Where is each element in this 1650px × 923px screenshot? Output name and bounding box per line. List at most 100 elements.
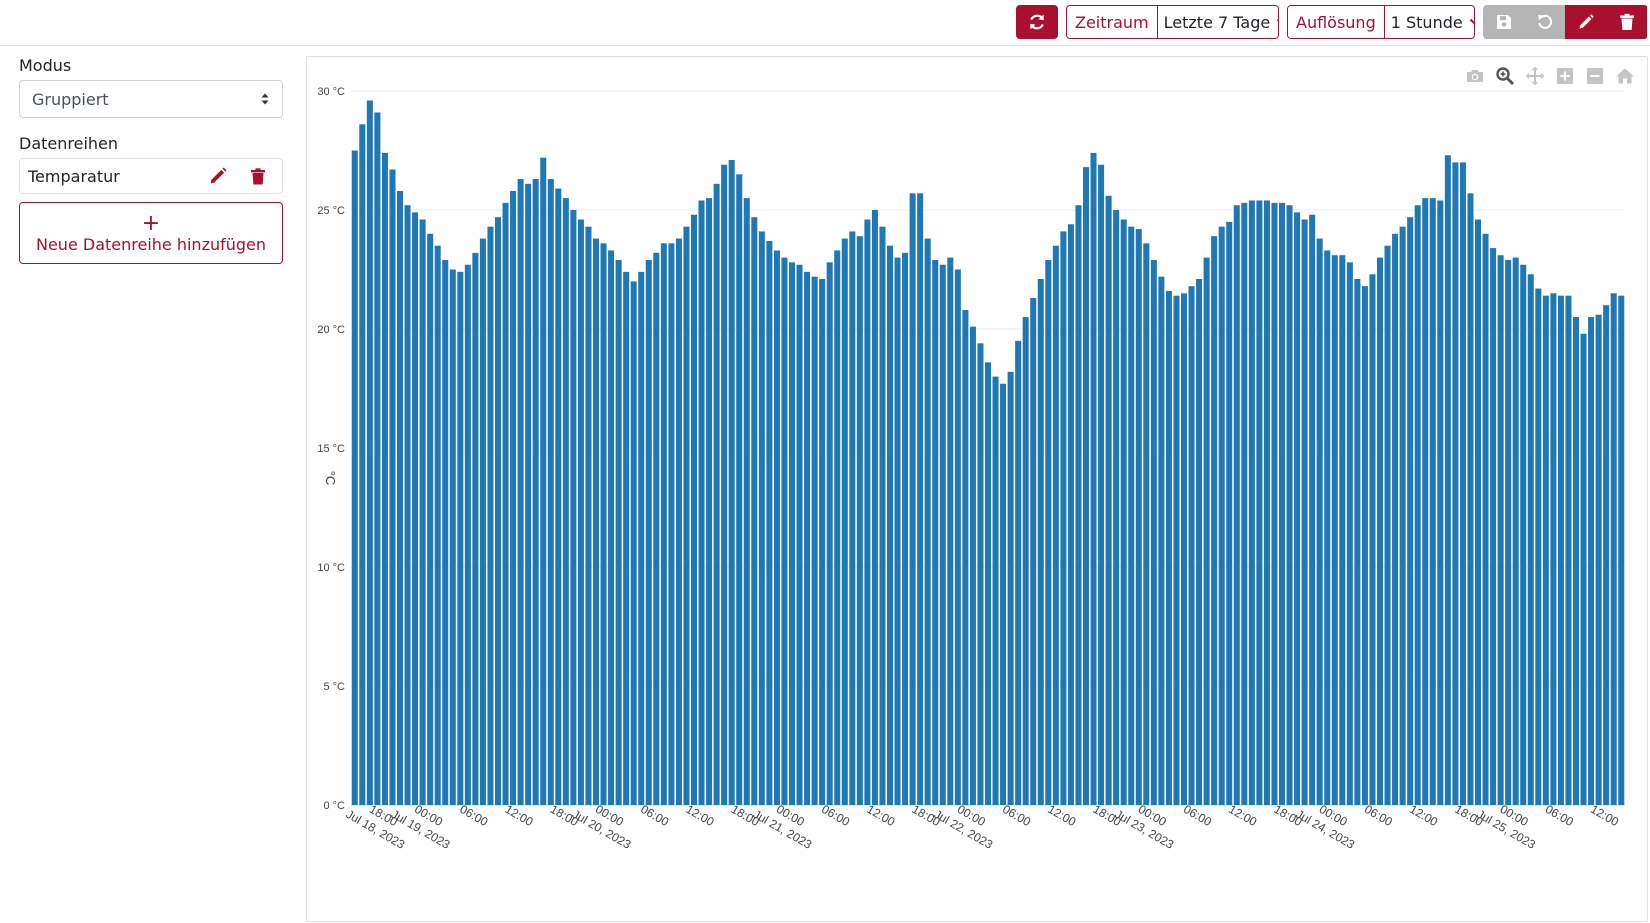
zoom-out-button[interactable] bbox=[1583, 65, 1607, 87]
bar[interactable] bbox=[1580, 333, 1587, 805]
bar[interactable] bbox=[1557, 295, 1564, 805]
bar[interactable] bbox=[1135, 229, 1142, 806]
bar[interactable] bbox=[954, 269, 961, 806]
bar[interactable] bbox=[924, 238, 931, 805]
bar[interactable] bbox=[412, 212, 419, 805]
bar[interactable] bbox=[1422, 198, 1429, 806]
bar[interactable] bbox=[668, 243, 675, 805]
bar[interactable] bbox=[600, 243, 607, 805]
bar[interactable] bbox=[1331, 255, 1338, 806]
series-delete-button[interactable] bbox=[242, 161, 274, 191]
bar[interactable] bbox=[1256, 200, 1263, 806]
modus-select[interactable]: Gruppiert bbox=[19, 80, 283, 118]
bar[interactable] bbox=[1542, 295, 1549, 805]
bar[interactable] bbox=[502, 202, 509, 806]
bar[interactable] bbox=[1000, 383, 1007, 805]
bar[interactable] bbox=[608, 250, 615, 805]
bar[interactable] bbox=[615, 259, 622, 805]
bar[interactable] bbox=[1226, 221, 1233, 805]
bar[interactable] bbox=[427, 233, 434, 806]
bar[interactable] bbox=[487, 226, 494, 805]
bar[interactable] bbox=[1165, 290, 1172, 805]
bar[interactable] bbox=[902, 252, 909, 806]
bar[interactable] bbox=[690, 214, 698, 805]
bar[interactable] bbox=[1128, 226, 1135, 805]
bar[interactable] bbox=[962, 309, 969, 805]
bar[interactable] bbox=[660, 243, 667, 805]
bar[interactable] bbox=[751, 217, 758, 805]
bar[interactable] bbox=[1158, 276, 1165, 805]
bar[interactable] bbox=[1399, 226, 1406, 805]
bar[interactable] bbox=[1248, 200, 1255, 806]
bar[interactable] bbox=[819, 279, 826, 805]
bar[interactable] bbox=[1143, 243, 1150, 805]
bar[interactable] bbox=[1015, 340, 1022, 805]
bar[interactable] bbox=[834, 250, 841, 805]
bar[interactable] bbox=[532, 179, 539, 805]
bar[interactable] bbox=[1278, 202, 1286, 806]
bar[interactable] bbox=[1384, 245, 1391, 805]
bar[interactable] bbox=[404, 205, 411, 806]
bar[interactable] bbox=[630, 281, 637, 805]
bar[interactable] bbox=[1120, 219, 1127, 805]
bar[interactable] bbox=[1572, 317, 1580, 805]
bar[interactable] bbox=[1535, 288, 1542, 805]
bar[interactable] bbox=[1090, 152, 1097, 805]
bar[interactable] bbox=[472, 252, 479, 806]
bar[interactable] bbox=[1211, 236, 1218, 805]
bar[interactable] bbox=[1203, 257, 1210, 806]
bar[interactable] bbox=[592, 238, 600, 805]
bar[interactable] bbox=[804, 271, 811, 805]
bar[interactable] bbox=[713, 183, 720, 805]
bar[interactable] bbox=[547, 179, 554, 805]
bar[interactable] bbox=[366, 100, 373, 805]
bar[interactable] bbox=[1180, 293, 1188, 805]
bar[interactable] bbox=[623, 271, 630, 805]
bar[interactable] bbox=[947, 257, 954, 806]
bar[interactable] bbox=[1459, 162, 1466, 805]
bar[interactable] bbox=[653, 252, 660, 806]
bar[interactable] bbox=[457, 271, 464, 805]
bar[interactable] bbox=[1392, 233, 1399, 806]
bar[interactable] bbox=[1286, 205, 1293, 806]
bar[interactable] bbox=[728, 160, 735, 805]
bar[interactable] bbox=[781, 257, 788, 806]
bar[interactable] bbox=[992, 376, 999, 805]
bar[interactable] bbox=[1309, 214, 1316, 805]
bar[interactable] bbox=[886, 245, 894, 805]
bar[interactable] bbox=[1037, 279, 1044, 805]
bar[interactable] bbox=[638, 271, 645, 805]
bar[interactable] bbox=[396, 190, 404, 805]
bar[interactable] bbox=[1369, 274, 1376, 805]
bar[interactable] bbox=[479, 238, 486, 805]
refresh-button[interactable] bbox=[1016, 5, 1058, 39]
bar[interactable] bbox=[1339, 255, 1346, 806]
bar[interactable] bbox=[1512, 257, 1519, 806]
bar[interactable] bbox=[796, 264, 803, 805]
bar[interactable] bbox=[1007, 371, 1014, 805]
bar[interactable] bbox=[1218, 226, 1225, 805]
bar[interactable] bbox=[706, 198, 713, 806]
bar[interactable] bbox=[525, 183, 532, 805]
series-edit-button[interactable] bbox=[202, 161, 234, 191]
bar[interactable] bbox=[449, 269, 456, 806]
bar[interactable] bbox=[1490, 248, 1497, 805]
bar[interactable] bbox=[1595, 314, 1602, 805]
bar[interactable] bbox=[766, 240, 773, 805]
bar[interactable] bbox=[1098, 164, 1105, 805]
edit-button[interactable] bbox=[1565, 5, 1606, 39]
bar[interactable] bbox=[464, 264, 471, 805]
bar[interactable] bbox=[562, 198, 569, 806]
bar[interactable] bbox=[1113, 210, 1120, 805]
zeitraum-select[interactable]: Letzte 7 Tage bbox=[1157, 6, 1278, 38]
bar[interactable] bbox=[442, 259, 449, 805]
aufloesung-select[interactable]: 1 Stunde bbox=[1384, 6, 1474, 38]
add-series-button[interactable]: + Neue Datenreihe hinzufügen bbox=[19, 202, 283, 264]
bar[interactable] bbox=[1474, 219, 1482, 805]
bar[interactable] bbox=[879, 226, 886, 805]
bar[interactable] bbox=[864, 219, 871, 805]
bar[interactable] bbox=[698, 200, 705, 806]
bar[interactable] bbox=[1414, 205, 1421, 806]
reset-axes-button[interactable] bbox=[1613, 65, 1637, 87]
bar[interactable] bbox=[1346, 262, 1353, 805]
